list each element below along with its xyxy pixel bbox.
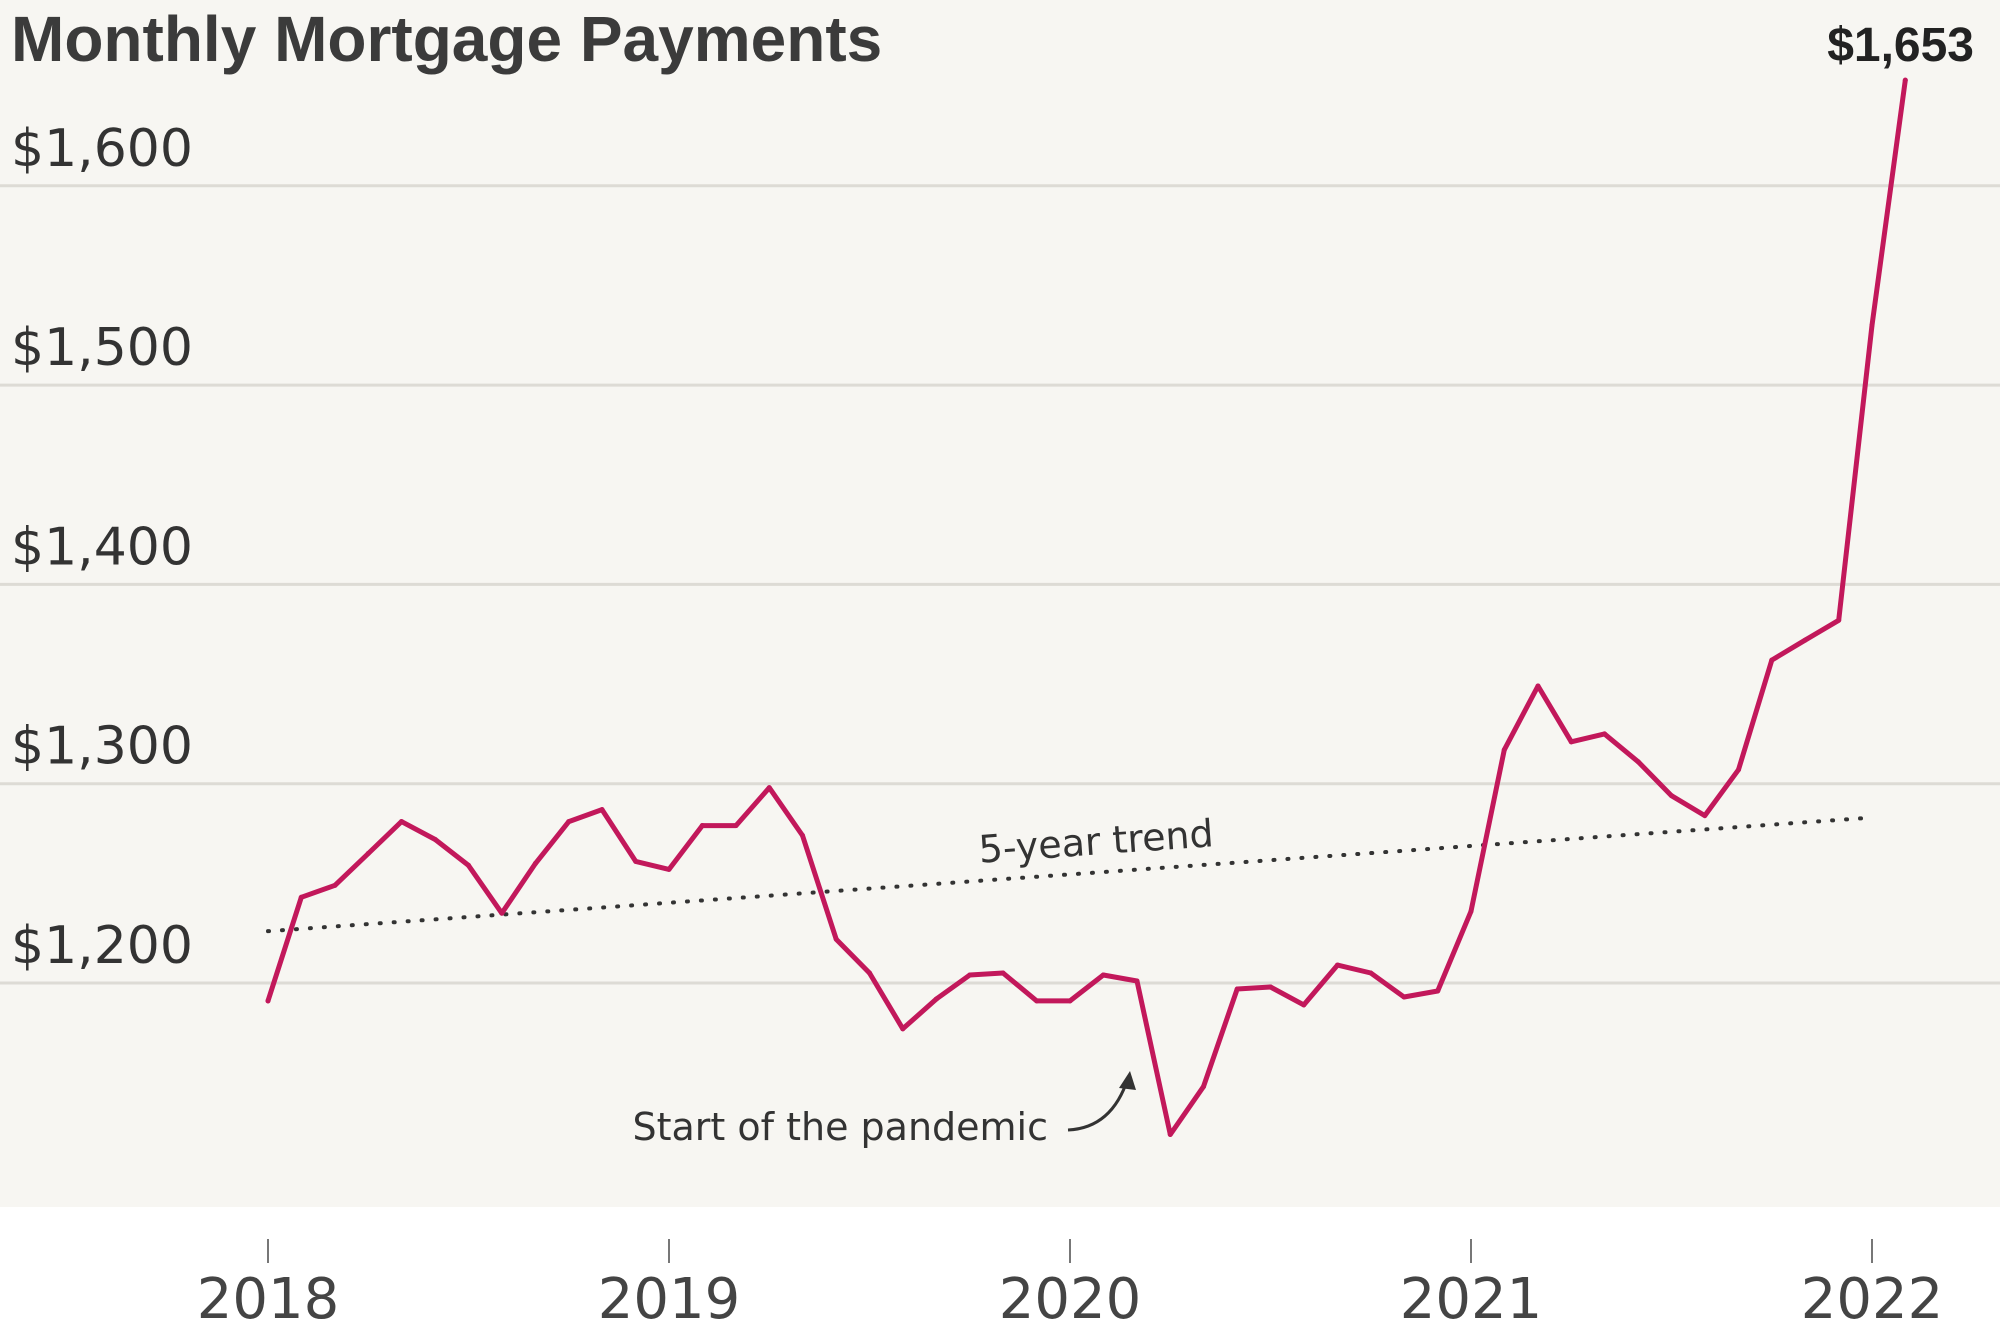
- data-point: [1602, 731, 1608, 737]
- data-point: [633, 858, 639, 864]
- y-tick-label-1200: $1,200: [11, 916, 193, 976]
- x-tick-label-2020: 2020: [999, 1267, 1142, 1332]
- series-layer: [265, 77, 1908, 1137]
- data-point: [1234, 986, 1240, 992]
- data-point: [298, 894, 304, 900]
- data-point: [1501, 747, 1507, 753]
- y-tick-label-1400: $1,400: [11, 517, 193, 577]
- data-point: [1167, 1131, 1173, 1137]
- data-point: [365, 850, 371, 856]
- data-point: [1902, 77, 1908, 83]
- annotation-pandemic-label: Start of the pandemic: [632, 1105, 1048, 1149]
- data-point: [1435, 988, 1441, 994]
- data-point: [599, 807, 605, 813]
- data-point: [1669, 793, 1674, 799]
- data-point: [1034, 998, 1040, 1004]
- data-point: [432, 837, 438, 843]
- data-point: [1836, 617, 1842, 623]
- data-point: [1635, 759, 1641, 765]
- data-point: [265, 998, 271, 1004]
- data-point: [466, 862, 471, 868]
- data-point: [666, 866, 672, 872]
- data-point: [532, 860, 538, 866]
- data-point: [933, 996, 939, 1002]
- chart-title: Monthly Mortgage Payments: [11, 3, 882, 75]
- data-point: [1535, 683, 1541, 689]
- x-tick-label-2021: 2021: [1400, 1267, 1543, 1332]
- y-tick-label-1300: $1,300: [11, 717, 193, 777]
- annotation-arrowhead-icon: [1119, 1071, 1136, 1090]
- x-tick-label-2022: 2022: [1801, 1267, 1944, 1332]
- data-point: [1301, 1002, 1307, 1008]
- data-point: [833, 936, 839, 942]
- data-point: [733, 823, 739, 829]
- data-point: [1368, 970, 1374, 976]
- data-point: [967, 972, 973, 978]
- data-point: [1468, 908, 1474, 914]
- data-point: [1134, 978, 1140, 984]
- annotations: Start of the pandemic: [632, 1071, 1136, 1149]
- data-point: [900, 1026, 906, 1032]
- data-point: [1802, 637, 1808, 643]
- data-point: [1735, 767, 1741, 773]
- data-point: [1869, 322, 1875, 328]
- data-point: [499, 910, 505, 916]
- data-point: [1067, 998, 1073, 1004]
- series-line-0: [265, 77, 1908, 1137]
- data-point: [399, 819, 405, 825]
- data-point: [699, 823, 705, 829]
- data-point: [1334, 962, 1340, 968]
- data-point: [1568, 739, 1574, 745]
- data-point: [800, 833, 806, 839]
- x-tick-label-2019: 2019: [598, 1267, 741, 1332]
- data-point: [332, 882, 338, 888]
- x-tick-label-2018: 2018: [197, 1267, 340, 1332]
- plot-background: [0, 0, 2000, 1207]
- y-tick-label-1600: $1,600: [11, 119, 193, 179]
- data-point: [1769, 657, 1775, 663]
- data-point: [1100, 972, 1106, 978]
- data-point: [1401, 994, 1407, 1000]
- end-value-label: $1,653: [1827, 19, 1974, 72]
- trend-line: [266, 815, 1874, 934]
- x-axis-ticks: 2018 2019 2020 2021 2022: [197, 1239, 1944, 1332]
- data-point: [566, 819, 572, 825]
- data-point: [1702, 813, 1708, 819]
- data-point: [867, 970, 872, 976]
- data-point: [1201, 1084, 1207, 1090]
- data-point: [1268, 984, 1273, 990]
- gridlines: [0, 184, 2000, 985]
- y-axis-ticks: $1,200 $1,300 $1,400 $1,500 $1,600: [11, 119, 193, 976]
- data-point: [766, 785, 772, 791]
- y-tick-label-1500: $1,500: [11, 318, 193, 378]
- data-point: [1000, 970, 1006, 976]
